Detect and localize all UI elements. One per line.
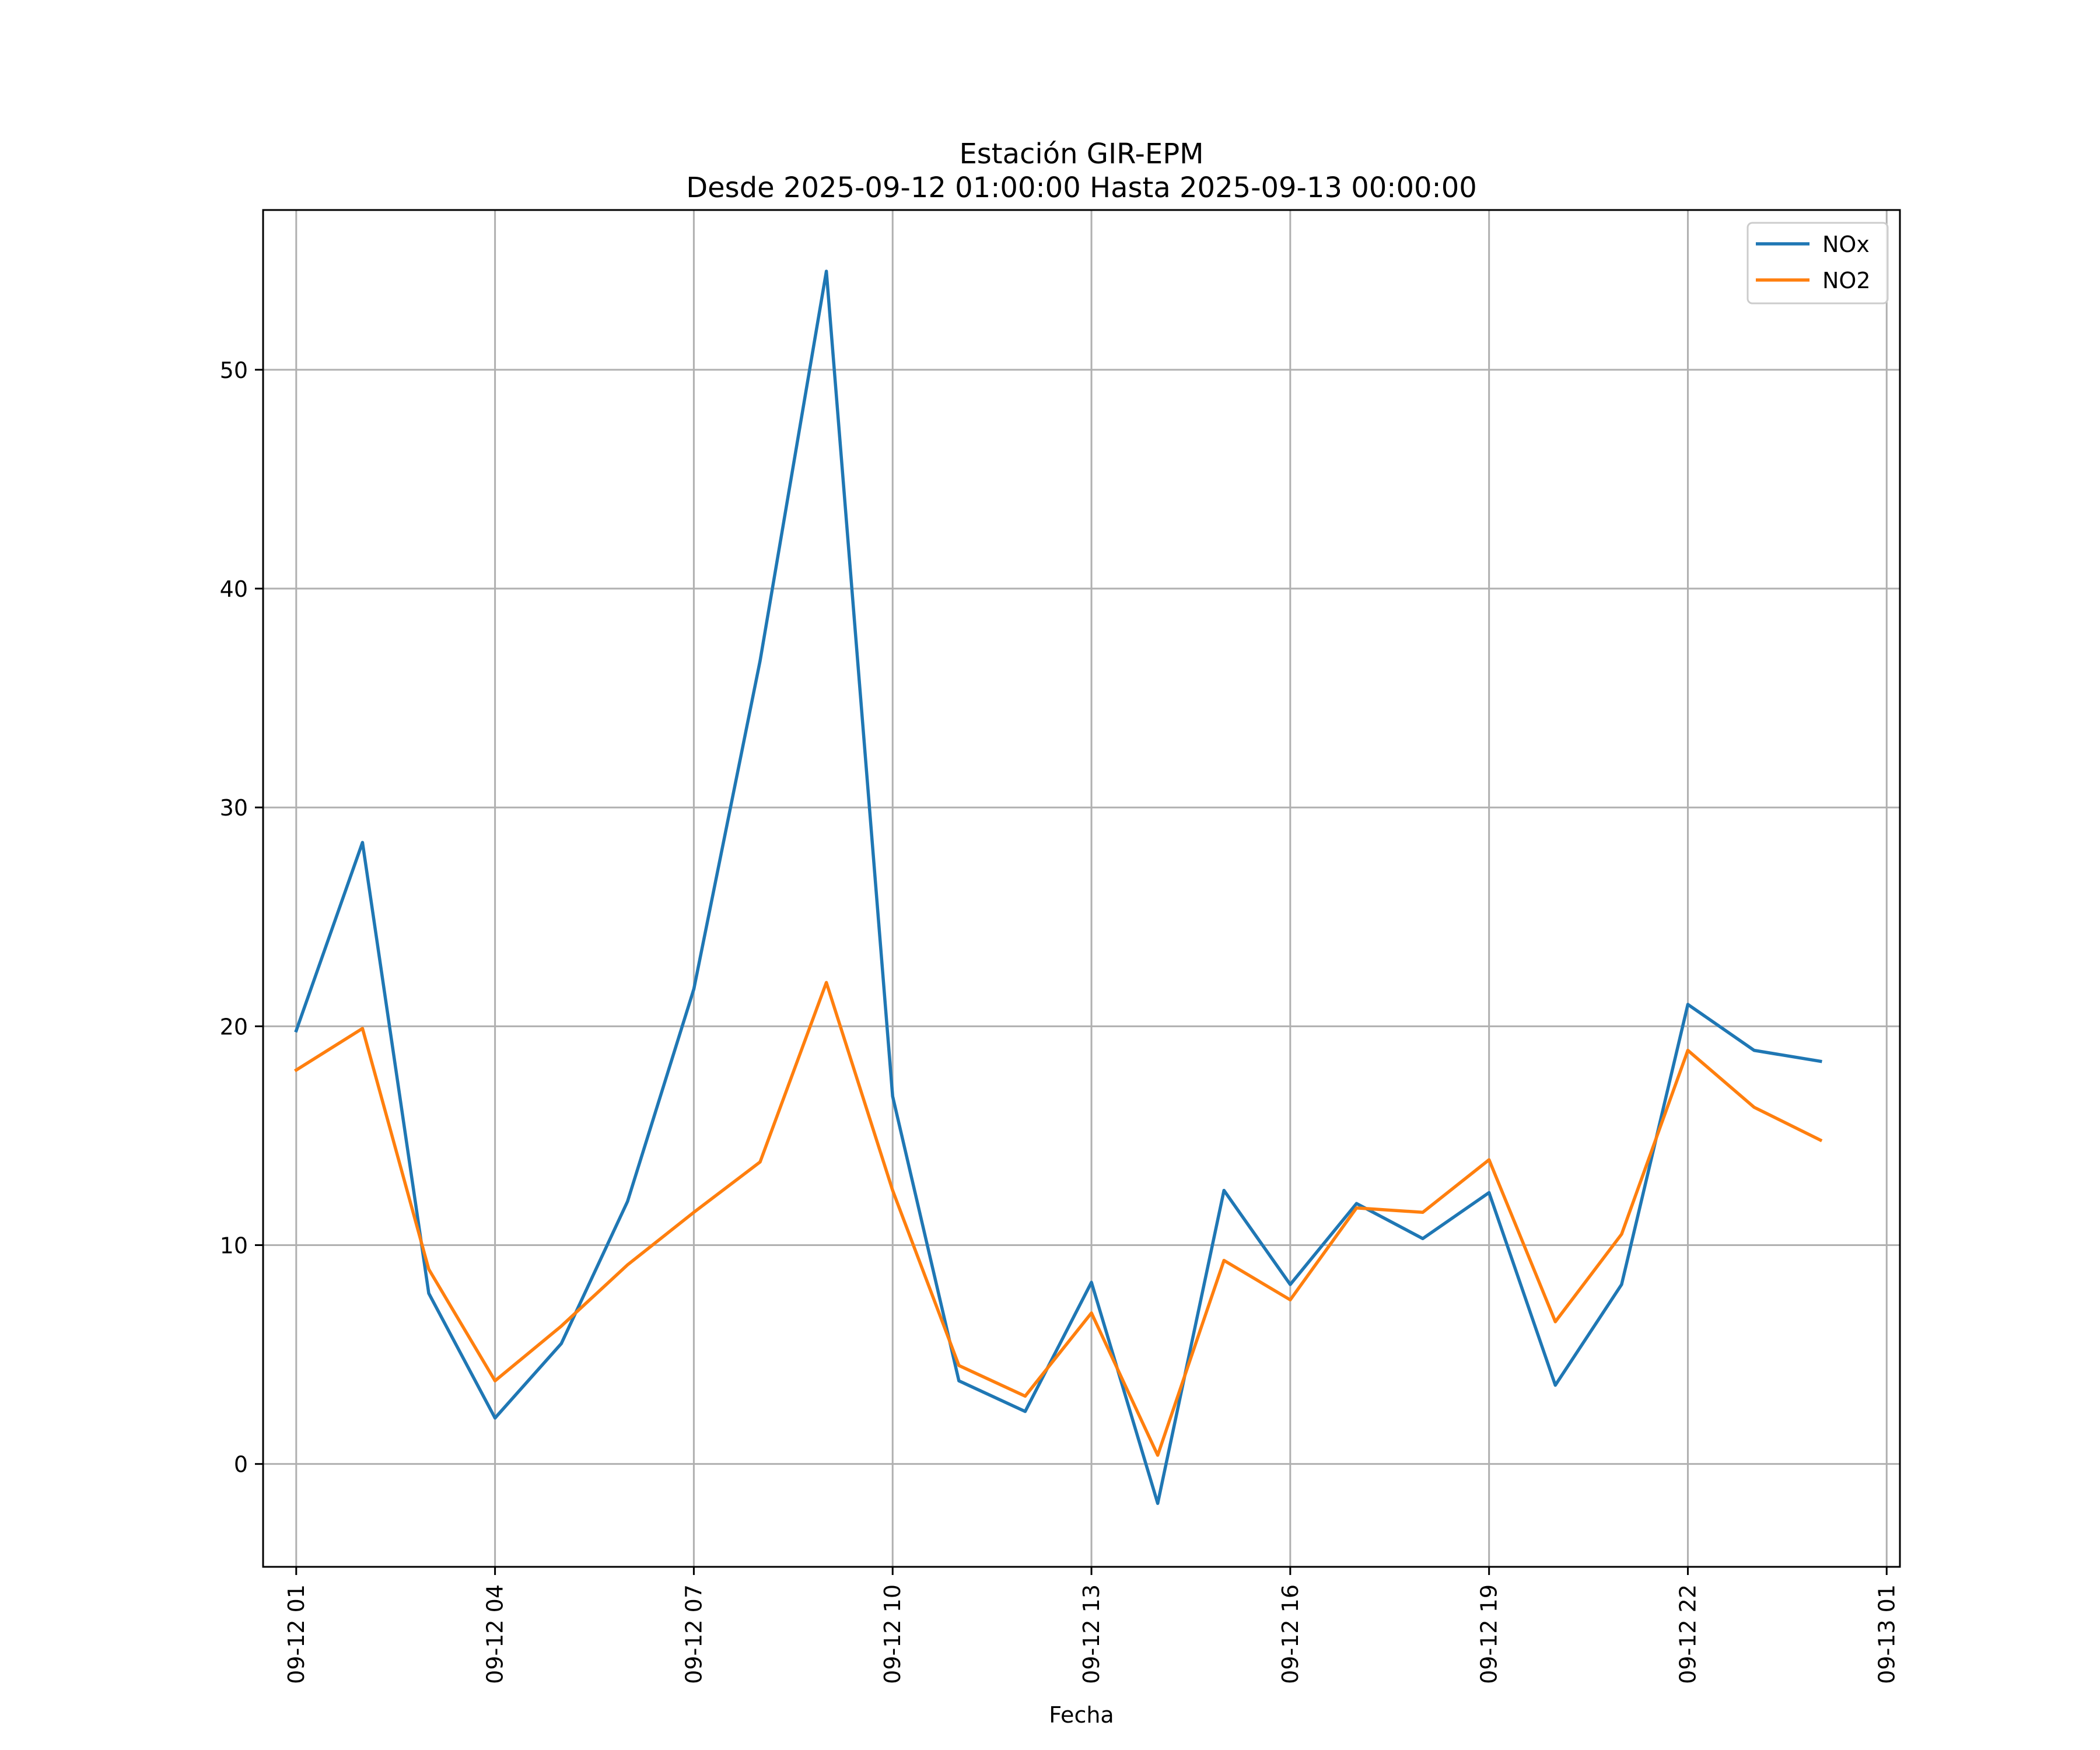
data-point-no2 — [1819, 1138, 1822, 1142]
data-point-no2 — [758, 1160, 762, 1164]
data-point-no2 — [1023, 1394, 1027, 1398]
x-tick-label: 09-12 01 — [284, 1584, 309, 1684]
plot-area-frame — [262, 209, 1901, 1568]
data-point-nox — [1620, 1283, 1623, 1286]
data-point-no2 — [360, 1027, 364, 1030]
data-point-no2 — [1752, 1105, 1756, 1109]
x-tick-label: 09-13 01 — [1874, 1584, 1899, 1684]
data-point-nox — [1354, 1202, 1358, 1205]
data-point-nox — [692, 988, 695, 991]
legend-label-no2: NO2 — [1822, 268, 1871, 293]
data-point-nox — [891, 1094, 894, 1098]
y-axis-ticks: 0 10 20 30 40 50 — [220, 358, 263, 1478]
y-tick-label: 50 — [220, 358, 248, 383]
data-point-nox — [1553, 1384, 1557, 1387]
data-point-no2 — [427, 1268, 430, 1271]
data-point-nox — [1488, 1191, 1491, 1194]
data-point-no2 — [295, 1068, 298, 1072]
data-point-no2 — [1686, 1049, 1689, 1052]
x-axis-ticks: 09-12 01 09-12 04 09-12 07 09-12 10 09-12 13… — [284, 1567, 1899, 1684]
data-point-no2 — [1222, 1259, 1226, 1262]
data-point-nox — [626, 1199, 629, 1203]
data-point-nox — [1752, 1049, 1756, 1052]
chart-title-line2: Desde 2025-09-12 01:00:00 Hasta 2025-09-… — [686, 172, 1477, 204]
data-point-no2 — [1354, 1206, 1358, 1210]
y-tick-label: 20 — [220, 1014, 248, 1040]
data-point-no2 — [1289, 1298, 1292, 1301]
data-point-nox — [825, 270, 828, 273]
data-point-no2 — [1488, 1158, 1491, 1161]
x-tick-label: 09-12 04 — [482, 1584, 508, 1684]
data-point-no2 — [1156, 1454, 1160, 1457]
data-point-nox — [1819, 1059, 1822, 1063]
x-tick-label: 09-12 16 — [1278, 1584, 1303, 1684]
x-axis-label: Fecha — [1049, 1702, 1114, 1728]
chart-title-line1: Estación GIR-EPM — [959, 138, 1203, 170]
series-line-no2 — [294, 981, 1823, 1457]
x-tick-label: 09-12 13 — [1079, 1584, 1104, 1684]
data-point-nox — [1090, 1280, 1093, 1284]
x-tick-label: 09-12 22 — [1675, 1584, 1700, 1684]
x-tick-label: 09-12 07 — [681, 1584, 706, 1684]
data-point-no2 — [825, 981, 828, 984]
data-point-nox — [1023, 1410, 1027, 1413]
legend-label-nox: NOx — [1822, 232, 1870, 257]
data-point-no2 — [692, 1210, 695, 1214]
y-tick-label: 10 — [220, 1233, 248, 1259]
data-point-no2 — [626, 1263, 629, 1266]
data-point-nox — [1686, 1003, 1689, 1006]
data-point-no2 — [1090, 1311, 1093, 1315]
data-point-no2 — [1553, 1320, 1557, 1324]
data-point-nox — [1222, 1189, 1226, 1192]
x-tick-label: 09-12 10 — [880, 1584, 905, 1684]
data-point-nox — [957, 1379, 961, 1382]
data-point-nox — [427, 1292, 430, 1295]
data-point-no2 — [891, 1189, 894, 1192]
data-point-no2 — [1421, 1210, 1424, 1214]
y-tick-label: 30 — [220, 795, 248, 821]
data-point-no2 — [494, 1379, 497, 1382]
data-point-nox — [1156, 1502, 1160, 1505]
data-point-nox — [295, 1029, 298, 1032]
data-point-no2 — [559, 1324, 563, 1328]
y-tick-label: 0 — [234, 1452, 248, 1478]
x-tick-label: 09-12 19 — [1476, 1584, 1502, 1684]
data-point-no2 — [1620, 1233, 1623, 1236]
y-tick-label: 40 — [220, 576, 248, 602]
data-point-nox — [559, 1342, 563, 1345]
data-point-nox — [1421, 1237, 1424, 1240]
data-point-nox — [494, 1416, 497, 1420]
grid — [263, 210, 1900, 1567]
data-point-nox — [360, 841, 364, 844]
data-point-nox — [1289, 1283, 1292, 1286]
data-point-nox — [758, 659, 762, 663]
series-lines — [294, 270, 1823, 1505]
legend: NOx NO2 — [1746, 222, 1889, 304]
data-point-no2 — [957, 1364, 961, 1367]
series-line-nox — [294, 270, 1822, 1505]
